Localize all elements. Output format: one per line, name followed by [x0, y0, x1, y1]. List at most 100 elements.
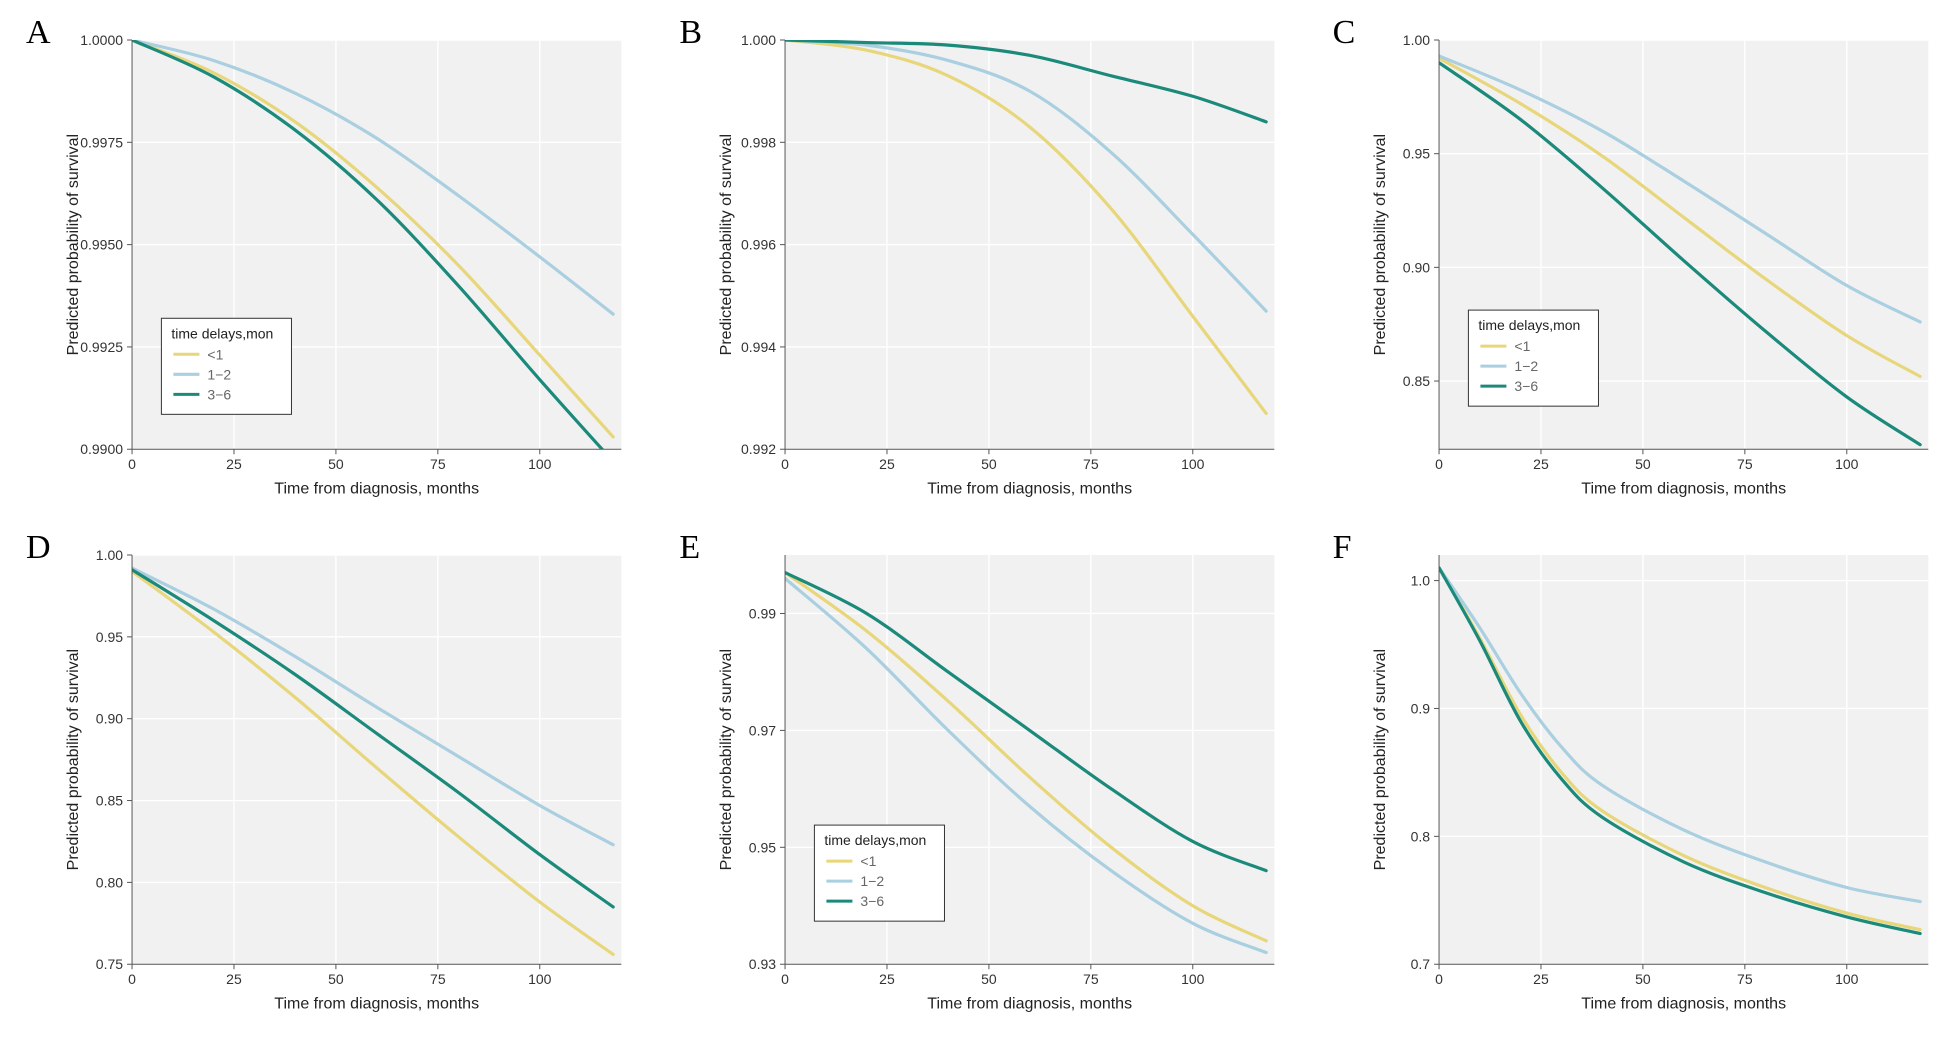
svg-text:0.9950: 0.9950: [80, 237, 123, 253]
svg-text:1−2: 1−2: [1514, 358, 1538, 374]
chart-svg-d: 0 25 50 75 100 0.75 0.80 0.85 0.90 0.95 1.00 Time f…: [60, 545, 633, 1020]
svg-text:100: 100: [1181, 456, 1205, 472]
svg-text:0: 0: [781, 972, 789, 988]
svg-text:0.998: 0.998: [741, 134, 776, 150]
svg-text:0.95: 0.95: [1402, 146, 1429, 162]
svg-text:50: 50: [1635, 972, 1651, 988]
chart-svg-f: 0 25 50 75 100 0.7 0.8 0.9 1.0 Time from diagnosi…: [1367, 545, 1940, 1020]
chart-svg-c: 0 25 50 75 100 0.85 0.90 0.95 1.00 Time from diag…: [1367, 30, 1940, 505]
panel-b: B 02550751000.9920.9940.9960.9981.000Tim…: [673, 20, 1286, 505]
chart-svg-a: 0 25 50 75 100 0.9900 0.9925 0.9950 0.9975 1.0000…: [60, 30, 633, 505]
svg-text:25: 25: [1533, 456, 1549, 472]
svg-text:3−6: 3−6: [207, 386, 231, 402]
svg-text:75: 75: [1737, 456, 1753, 472]
svg-text:0.9975: 0.9975: [80, 134, 123, 150]
svg-text:0: 0: [128, 972, 136, 988]
svg-text:0.9925: 0.9925: [80, 339, 123, 355]
svg-text:50: 50: [981, 972, 997, 988]
panel-letter: D: [26, 529, 51, 567]
svg-text:25: 25: [226, 972, 242, 988]
svg-text:0.99: 0.99: [749, 606, 776, 622]
svg-text:0.7: 0.7: [1410, 957, 1430, 973]
panel-a: A 02550751000.99000.99250.99500.99751.00…: [20, 20, 633, 505]
svg-text:100: 100: [1835, 456, 1859, 472]
svg-text:Predicted probability of survi: Predicted probability of survival: [718, 134, 735, 355]
svg-text:1.000: 1.000: [741, 32, 776, 48]
svg-text:Time from diagnosis, months: Time from diagnosis, months: [1581, 996, 1786, 1013]
panel-d: D 02550751000.750.800.850.900.951.00Time…: [20, 535, 633, 1020]
panel-letter: E: [679, 529, 700, 567]
svg-text:50: 50: [328, 456, 344, 472]
chart-grid: A 02550751000.99000.99250.99500.99751.00…: [20, 20, 1940, 1020]
svg-text:0.90: 0.90: [1402, 259, 1429, 275]
svg-text:Time from diagnosis, months: Time from diagnosis, months: [928, 996, 1133, 1013]
svg-text:0: 0: [1435, 972, 1443, 988]
chart-svg-e: 0 25 50 75 100 0.93 0.95 0.97 0.99 Time from diag…: [713, 545, 1286, 1020]
svg-text:75: 75: [1083, 972, 1099, 988]
svg-text:Time from diagnosis, months: Time from diagnosis, months: [274, 480, 479, 497]
svg-text:0.97: 0.97: [749, 723, 776, 739]
panel-f: F 02550751000.70.80.91.0Time from diagno…: [1327, 535, 1940, 1020]
svg-text:1−2: 1−2: [207, 366, 231, 382]
svg-text:100: 100: [1835, 972, 1859, 988]
svg-text:0.9900: 0.9900: [80, 441, 123, 457]
svg-text:0.90: 0.90: [96, 711, 123, 727]
svg-text:time delays,mon: time delays,mon: [171, 325, 273, 341]
svg-text:0.992: 0.992: [741, 441, 776, 457]
svg-text:3−6: 3−6: [1514, 378, 1538, 394]
svg-text:1.0000: 1.0000: [80, 32, 123, 48]
svg-text:Predicted probability of survi: Predicted probability of survival: [1372, 649, 1389, 870]
svg-text:Predicted probability of survi: Predicted probability of survival: [718, 649, 735, 870]
svg-text:0.80: 0.80: [96, 875, 123, 891]
svg-text:100: 100: [1181, 972, 1205, 988]
svg-text:75: 75: [1737, 972, 1753, 988]
svg-text:25: 25: [880, 456, 896, 472]
svg-text:0: 0: [1435, 456, 1443, 472]
svg-text:100: 100: [528, 972, 552, 988]
svg-text:0.93: 0.93: [749, 957, 776, 973]
svg-text:0.95: 0.95: [749, 840, 776, 856]
svg-text:time delays,mon: time delays,mon: [1478, 317, 1580, 333]
svg-text:25: 25: [1533, 972, 1549, 988]
svg-text:0.95: 0.95: [96, 629, 123, 645]
svg-text:Predicted probability of survi: Predicted probability of survival: [65, 649, 82, 870]
panel-letter: C: [1333, 14, 1356, 52]
panel-letter: B: [679, 14, 702, 52]
svg-text:0.9: 0.9: [1410, 701, 1430, 717]
svg-text:0.85: 0.85: [1402, 373, 1429, 389]
svg-text:25: 25: [880, 972, 896, 988]
svg-text:<1: <1: [861, 853, 877, 869]
svg-text:1−2: 1−2: [861, 873, 885, 889]
svg-text:<1: <1: [207, 346, 223, 362]
svg-text:3−6: 3−6: [861, 893, 885, 909]
svg-text:50: 50: [328, 972, 344, 988]
svg-text:0.8: 0.8: [1410, 829, 1430, 845]
panel-e: E 02550751000.930.950.970.99Time from di…: [673, 535, 1286, 1020]
svg-text:time delays,mon: time delays,mon: [825, 832, 927, 848]
svg-text:<1: <1: [1514, 338, 1530, 354]
svg-text:0.85: 0.85: [96, 793, 123, 809]
svg-text:1.0: 1.0: [1410, 573, 1430, 589]
svg-text:100: 100: [528, 456, 552, 472]
svg-text:75: 75: [430, 972, 446, 988]
svg-text:0: 0: [128, 456, 136, 472]
svg-text:1.00: 1.00: [1402, 32, 1429, 48]
panel-letter: A: [26, 14, 51, 52]
svg-text:75: 75: [1083, 456, 1099, 472]
svg-text:Time from diagnosis, months: Time from diagnosis, months: [1581, 480, 1786, 497]
svg-text:0.996: 0.996: [741, 237, 776, 253]
svg-text:75: 75: [430, 456, 446, 472]
svg-text:Predicted probability of survi: Predicted probability of survival: [1372, 134, 1389, 355]
chart-svg-b: 0 25 50 75 100 0.992 0.994 0.996 0.998 1.000 Time …: [713, 30, 1286, 505]
svg-text:50: 50: [1635, 456, 1651, 472]
svg-text:0: 0: [781, 456, 789, 472]
svg-text:50: 50: [981, 456, 997, 472]
svg-text:1.00: 1.00: [96, 547, 123, 563]
svg-text:Predicted probability of survi: Predicted probability of survival: [65, 134, 82, 355]
svg-text:0.75: 0.75: [96, 957, 123, 973]
svg-text:25: 25: [226, 456, 242, 472]
svg-text:Time from diagnosis, months: Time from diagnosis, months: [274, 996, 479, 1013]
svg-text:0.994: 0.994: [741, 339, 776, 355]
panel-letter: F: [1333, 529, 1352, 567]
svg-text:Time from diagnosis, months: Time from diagnosis, months: [928, 480, 1133, 497]
